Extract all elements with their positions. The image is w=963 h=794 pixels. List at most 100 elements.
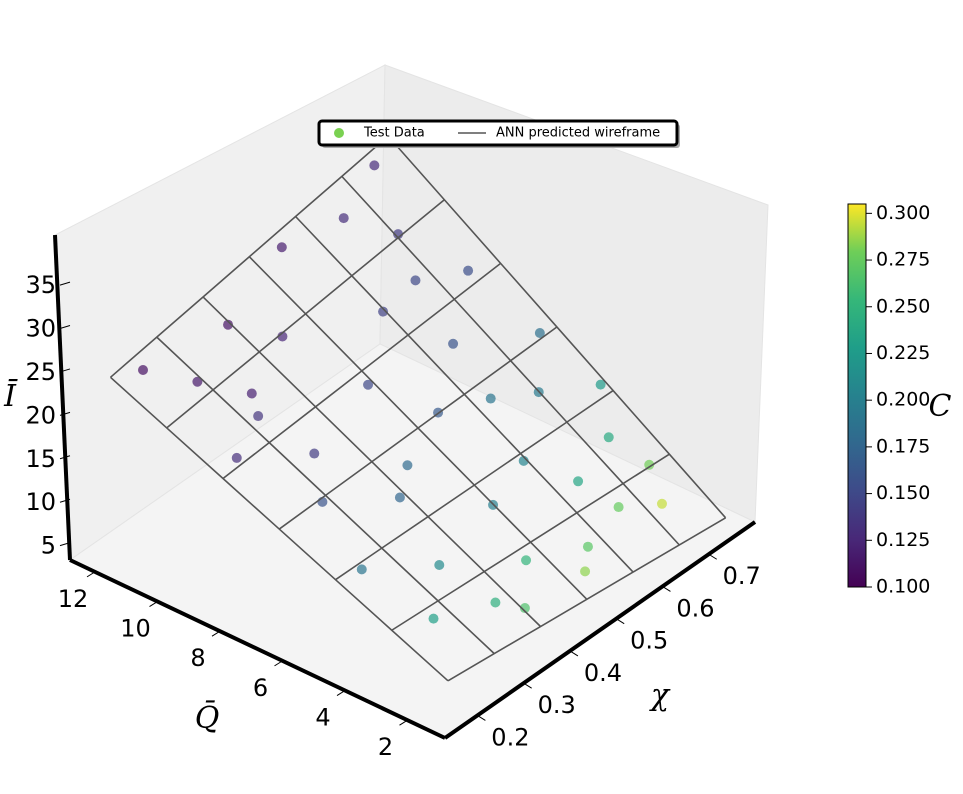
data-point: [448, 338, 459, 349]
y-tick-label: 10: [120, 615, 151, 643]
z-tick: [59, 325, 71, 330]
x-tick-label: 0.2: [491, 723, 529, 751]
data-point: [394, 492, 405, 503]
data-point: [595, 379, 606, 390]
z-axis-line: [53, 234, 72, 561]
wireframe-line: [248, 256, 588, 600]
y-tick: [399, 719, 408, 726]
plot-area: [109, 135, 727, 682]
wireframe-line: [387, 135, 727, 519]
x-axis-label: χ: [649, 678, 671, 713]
data-point: [434, 559, 445, 570]
data-point: [644, 459, 655, 470]
data-point: [369, 160, 380, 171]
z-tick-label: 20: [25, 401, 56, 429]
data-point: [521, 555, 532, 566]
y-tick-label: 4: [315, 704, 330, 732]
y-tick: [211, 630, 221, 637]
data-point: [519, 603, 530, 614]
data-point: [253, 411, 264, 422]
x-tick: [569, 650, 579, 657]
z-axis-label: Ī: [3, 379, 18, 414]
data-point: [246, 388, 257, 399]
z-tick: [59, 281, 71, 286]
data-point: [490, 597, 501, 608]
data-point: [485, 393, 496, 404]
legend-label: ANN predicted wireframe: [496, 126, 660, 141]
x-tick-label: 0.4: [584, 659, 622, 687]
y-tick: [86, 571, 96, 578]
z-tick-label: 10: [25, 488, 56, 516]
z-tick: [59, 411, 71, 416]
legend: Test Data ANN predicted wireframe: [317, 119, 680, 148]
x-tick-label: 0.3: [538, 691, 576, 719]
x-tick: [523, 682, 532, 689]
data-point: [223, 319, 234, 330]
z-tick-label: 15: [25, 445, 56, 473]
z-tick: [59, 368, 71, 373]
data-point: [378, 306, 389, 317]
wireframe-line: [341, 175, 680, 546]
x-axis-line: [443, 520, 757, 740]
data-point: [656, 498, 667, 509]
y-tick-label: 6: [253, 674, 268, 702]
y-tick: [149, 601, 158, 607]
data-point: [356, 564, 367, 575]
z-tick-label: 25: [25, 358, 56, 386]
z-tick: [59, 498, 71, 503]
colorbar-tick-label: 0.100: [876, 576, 930, 598]
x-tick-label: 0.7: [723, 562, 761, 590]
y-tick-label: 2: [378, 733, 393, 761]
z-tick-label: 5: [41, 532, 56, 560]
y-axis-line: [69, 558, 446, 740]
data-point: [534, 327, 545, 338]
colorbar-tick-label: 0.225: [876, 342, 930, 364]
data-point: [463, 265, 474, 276]
legend-marker: [334, 128, 344, 138]
colorbar-tick-label: 0.150: [876, 482, 930, 504]
wireframe-line: [109, 376, 449, 682]
legend-box: [317, 119, 679, 147]
data-point: [582, 541, 593, 552]
z-tick-label: 35: [25, 271, 56, 299]
data-point: [603, 432, 614, 443]
x-tick-label: 0.5: [630, 627, 668, 655]
z-tick: [59, 455, 71, 460]
legend-label: Test Data: [363, 126, 425, 141]
data-point: [613, 502, 624, 513]
data-point: [402, 460, 413, 471]
data-point: [276, 242, 287, 253]
data-point: [231, 452, 242, 463]
colorbar-label: C: [929, 389, 952, 424]
y-tick: [336, 690, 346, 696]
x-tick: [477, 715, 486, 721]
wireframe-line: [294, 215, 634, 573]
colorbar-tick-label: 0.275: [876, 249, 930, 271]
x-tick-label: 0.6: [676, 594, 714, 622]
colorbar-tick-label: 0.300: [876, 202, 930, 224]
data-point: [138, 365, 149, 376]
data-point: [573, 476, 584, 487]
x-tick: [708, 553, 717, 560]
y-tick-label: 8: [190, 644, 205, 672]
z-tick: [59, 542, 71, 547]
x-tick: [662, 586, 671, 592]
wireframe-line: [202, 296, 542, 628]
data-point: [410, 275, 421, 286]
colorbar-tick-label: 0.125: [876, 529, 930, 551]
x-tick: [615, 618, 625, 625]
data-point: [309, 448, 320, 459]
y-axis-label: Q̄: [195, 700, 220, 736]
colorbar: [847, 203, 867, 588]
data-point: [363, 379, 374, 390]
y-tick: [274, 660, 283, 667]
colorbar-tick-label: 0.250: [876, 295, 930, 317]
colorbar-tick-label: 0.200: [876, 389, 930, 411]
y-tick-label: 12: [58, 585, 89, 613]
z-tick-label: 30: [25, 315, 56, 343]
data-point: [428, 613, 439, 624]
data-point: [580, 566, 591, 577]
wireframe-line: [156, 336, 495, 655]
data-point: [338, 213, 349, 224]
